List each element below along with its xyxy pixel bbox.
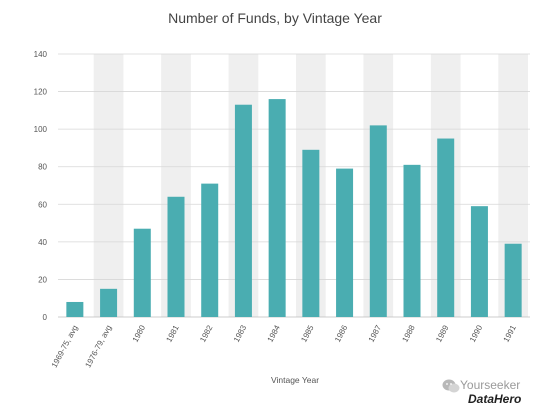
x-tick-label: 1982 [198,323,215,343]
background-band [93,54,124,317]
bar [302,149,320,317]
bar [201,183,219,317]
wechat-logo-icon [442,379,460,393]
bar [437,138,455,317]
bar [133,228,151,317]
x-tick-label: 1990 [468,323,485,343]
watermark-line-2: DataHero [468,392,522,406]
bar [268,99,286,317]
y-tick-label: 40 [38,238,47,247]
bar [336,168,354,317]
bar [470,206,488,317]
bar [504,243,522,317]
x-tick-label: 1987 [367,323,384,343]
y-tick-label: 20 [38,275,47,284]
bar [167,196,185,317]
chart-title: Number of Funds, by Vintage Year [168,10,382,26]
watermark: Yourseeker DataHero [440,378,548,408]
x-tick-label: 1991 [502,323,519,343]
y-tick-label: 80 [38,163,47,172]
y-tick-label: 60 [38,200,47,209]
x-axis-label: Vintage Year [271,375,319,385]
x-tick-label: 1969-75, avg [50,324,80,369]
y-tick-label: 100 [34,125,48,134]
y-tick-label: 140 [34,50,48,59]
bar [66,301,84,317]
x-tick-label: 1981 [164,323,181,343]
x-tick-label: 1976-79, avg [83,324,113,369]
y-tick-label: 120 [34,88,48,97]
x-tick-label: 1983 [232,323,249,343]
x-tick-label: 1985 [299,323,316,343]
bar [369,125,387,317]
bar [100,288,118,317]
bar [234,104,252,317]
x-tick-label: 1989 [434,323,451,343]
x-tick-label: 1984 [266,323,283,343]
x-tick-label: 1986 [333,323,350,343]
x-tick-labels: 1969-75, avg 1976-79, avg 1980 1981 1982 1983… [50,323,518,369]
y-tick-labels: 0 20 40 60 80 100 120 140 [34,50,48,322]
bars [66,99,522,317]
y-tick-label: 0 [43,313,48,322]
bar [403,164,421,317]
x-tick-label: 1980 [131,323,148,343]
x-tick-label: 1988 [400,323,417,343]
watermark-line-1: Yourseeker [460,378,521,392]
